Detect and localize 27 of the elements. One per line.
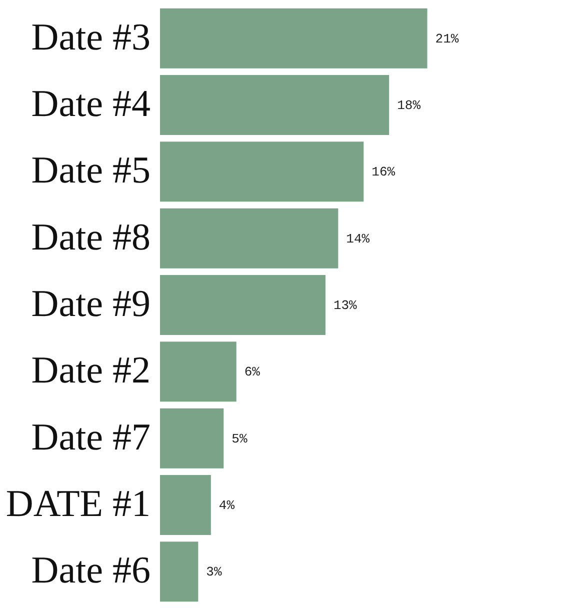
y-tick-label: Date #5 bbox=[31, 150, 150, 192]
bar bbox=[160, 542, 198, 602]
data-label: 5% bbox=[232, 431, 248, 446]
data-label: 21% bbox=[435, 31, 459, 46]
y-tick-label: Date #6 bbox=[31, 550, 150, 592]
data-label: 18% bbox=[397, 98, 421, 113]
y-tick-label: Date #9 bbox=[31, 283, 150, 325]
y-tick-label: Date #7 bbox=[31, 416, 150, 458]
bar bbox=[160, 408, 224, 468]
data-label: 4% bbox=[218, 498, 235, 513]
bar bbox=[160, 142, 364, 202]
data-label: 16% bbox=[372, 164, 396, 180]
bar bbox=[160, 275, 326, 335]
y-tick-label: Date #4 bbox=[31, 83, 150, 125]
data-label: 14% bbox=[346, 231, 370, 246]
data-label: 3% bbox=[206, 564, 222, 580]
y-tick-label: Date #3 bbox=[31, 16, 150, 58]
y-tick-label: Date #8 bbox=[31, 216, 150, 258]
bar bbox=[160, 208, 338, 268]
y-tick-label: DATE #1 bbox=[6, 483, 150, 525]
data-label: 13% bbox=[333, 298, 358, 313]
bar bbox=[160, 342, 236, 402]
bar bbox=[160, 75, 390, 135]
y-tick-label: Date #2 bbox=[31, 350, 150, 392]
bar bbox=[160, 475, 211, 535]
data-label: 6% bbox=[244, 364, 260, 380]
bar bbox=[160, 8, 428, 68]
